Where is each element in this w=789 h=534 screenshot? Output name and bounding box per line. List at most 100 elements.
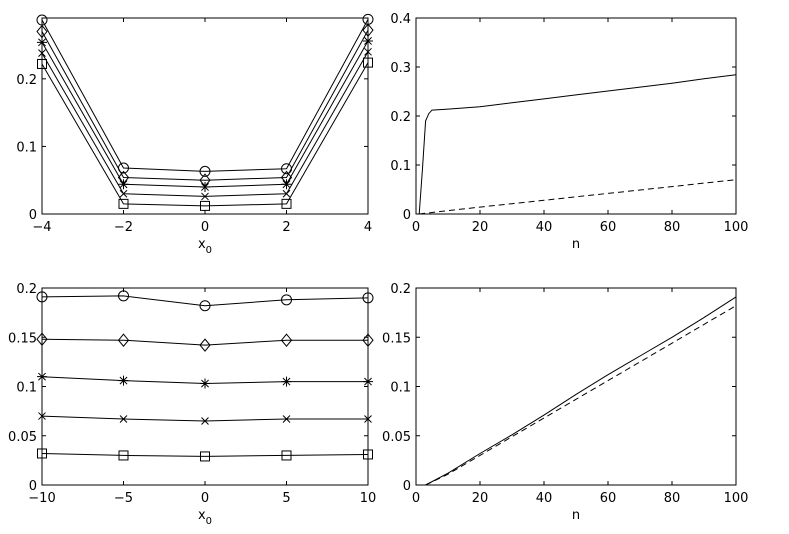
x-tick-label: 20 [472, 491, 489, 506]
x-tick-label: 0 [201, 220, 209, 235]
square-marker [118, 198, 129, 209]
circle-marker [281, 294, 292, 306]
x-tick-label: 60 [600, 220, 617, 235]
diamond-marker [362, 333, 374, 347]
x-marker [364, 415, 372, 423]
star-marker [37, 37, 47, 48]
series-line-0 [418, 74, 737, 215]
x-marker [119, 415, 128, 423]
y-tick-label: 0.2 [16, 282, 37, 297]
x-tick-label: 5 [282, 491, 290, 506]
x-tick-label: 80 [664, 491, 681, 506]
x-tick-label: 100 [724, 491, 749, 506]
series-line-3 [41, 415, 368, 422]
x-tick-label: −2 [114, 220, 133, 235]
y-tick-label: 0.05 [382, 430, 411, 445]
star-marker [37, 371, 47, 382]
x-marker [282, 189, 291, 198]
x-tick-label: −4 [32, 220, 51, 235]
panel-top-left: −4 −2 0 2 4 0 0.1 0.2 x0 [16, 13, 374, 256]
star-marker [363, 376, 373, 387]
star-marker [281, 179, 292, 190]
series-line-0 [41, 295, 369, 307]
square-marker [37, 58, 47, 69]
x-marker [201, 417, 209, 425]
y-tick-label: 0.2 [16, 73, 37, 88]
x-marker [119, 189, 128, 198]
y-tick-label: 0.05 [8, 430, 37, 445]
y-tick-label: 0.3 [390, 61, 411, 76]
square-marker [200, 451, 210, 462]
x-marker [38, 49, 46, 57]
x-tick-label: 60 [600, 491, 617, 506]
star-marker [281, 376, 292, 387]
x-axis-label: x0 [198, 508, 212, 527]
series-line-4 [41, 62, 369, 207]
y-tick-label: 0 [403, 479, 411, 494]
y-tick-label: 0.1 [390, 381, 411, 396]
diamond-marker [36, 332, 48, 347]
star-marker [118, 179, 129, 190]
circle-marker [199, 165, 211, 177]
x-tick-label: −10 [28, 491, 55, 506]
star-marker [200, 181, 210, 192]
x-tick-label: 100 [724, 220, 749, 235]
square-marker [363, 449, 373, 460]
square-marker [200, 200, 210, 211]
y-tick-label: 0.15 [382, 331, 411, 346]
series-line-1 [425, 305, 737, 486]
circle-marker [118, 290, 129, 302]
series-line-4 [41, 453, 369, 457]
series-line-0 [425, 296, 737, 486]
series-line-1 [419, 179, 737, 215]
y-tick-label: 0 [29, 208, 37, 223]
star-marker [200, 378, 210, 389]
y-tick-label: 0.1 [390, 159, 411, 174]
x-axis-label: n [572, 237, 580, 252]
x-tick-label: 40 [536, 491, 553, 506]
circle-marker [199, 300, 211, 312]
diamond-marker [199, 338, 211, 352]
square-marker [37, 448, 47, 459]
y-tick-label: 0 [29, 479, 37, 494]
axes-frame [415, 287, 737, 486]
x-marker [38, 412, 46, 420]
panel-bottom-left: −10 −5 0 5 10 0 0.05 0.1 0.15 0.2 x0 [8, 282, 376, 527]
square-marker [281, 198, 292, 209]
x-tick-label: 80 [664, 220, 681, 235]
diamond-marker [117, 333, 130, 347]
y-tick-label: 0.4 [390, 12, 411, 27]
y-tick-label: 0.1 [16, 140, 37, 155]
x-tick-label: 0 [412, 491, 420, 506]
diamond-marker [280, 333, 293, 347]
series-line-1 [41, 29, 369, 181]
x-axis-label: x0 [198, 237, 212, 256]
star-marker [118, 375, 129, 386]
y-tick-label: 0 [403, 208, 411, 223]
x-marker [282, 415, 291, 423]
star-marker [363, 35, 373, 46]
y-tick-label: 0.15 [8, 331, 37, 346]
circle-marker [362, 292, 374, 304]
square-marker [363, 57, 373, 68]
x-tick-label: 20 [472, 220, 489, 235]
x-tick-label: 0 [412, 220, 420, 235]
x-axis-label: n [572, 508, 580, 523]
x-marker [201, 192, 209, 201]
y-tick-label: 0.2 [390, 282, 411, 297]
series-line-2 [41, 40, 369, 188]
panel-top-right: 0 20 40 60 80 100 0 0.1 0.2 0.3 0.4 n [390, 12, 748, 252]
panel-bottom-right: 0 20 40 60 80 100 0 0.05 0.1 0.15 0.2 n [382, 282, 748, 523]
x-tick-label: 2 [282, 220, 290, 235]
y-tick-label: 0.2 [390, 110, 411, 125]
series-line-1 [41, 338, 368, 346]
x-marker [364, 47, 372, 56]
x-tick-label: 10 [360, 491, 377, 506]
series-line-0 [41, 19, 369, 172]
square-marker [281, 450, 292, 461]
x-tick-label: 4 [364, 220, 372, 235]
y-tick-label: 0.1 [16, 381, 37, 396]
x-tick-label: 0 [201, 491, 209, 506]
circle-marker [36, 291, 48, 303]
